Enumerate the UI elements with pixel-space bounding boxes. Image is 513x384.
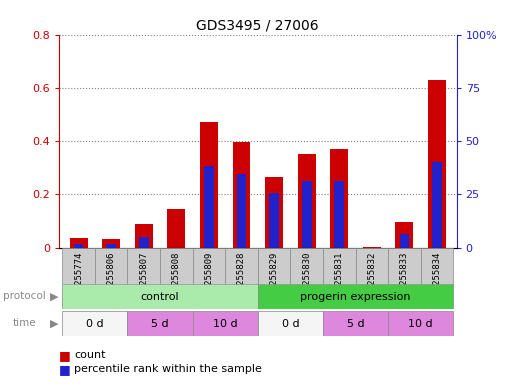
Text: 10 d: 10 d xyxy=(408,318,433,329)
Bar xyxy=(160,248,192,284)
Text: GSM255809: GSM255809 xyxy=(204,252,213,300)
Bar xyxy=(363,247,381,248)
Bar xyxy=(127,311,192,336)
Text: GSM255833: GSM255833 xyxy=(400,252,409,300)
Bar xyxy=(298,154,315,248)
Text: protocol: protocol xyxy=(3,291,45,301)
Bar xyxy=(62,248,95,284)
Text: control: control xyxy=(141,291,180,302)
Bar xyxy=(62,284,258,309)
Text: GSM255807: GSM255807 xyxy=(139,252,148,300)
Text: ■: ■ xyxy=(59,363,71,376)
Text: time: time xyxy=(13,318,36,328)
Bar xyxy=(95,248,127,284)
Text: GSM255774: GSM255774 xyxy=(74,252,83,300)
Bar xyxy=(232,142,250,248)
Bar xyxy=(290,248,323,284)
Bar xyxy=(323,311,388,336)
Text: GSM255829: GSM255829 xyxy=(269,252,279,300)
Text: ▶: ▶ xyxy=(50,318,59,328)
Bar xyxy=(127,248,160,284)
Text: progerin expression: progerin expression xyxy=(300,291,411,302)
Text: count: count xyxy=(74,350,106,360)
Bar xyxy=(236,174,246,248)
Bar xyxy=(70,238,88,248)
Text: 0 d: 0 d xyxy=(282,318,299,329)
Text: 5 d: 5 d xyxy=(347,318,364,329)
Bar xyxy=(258,248,290,284)
Bar xyxy=(192,248,225,284)
Bar xyxy=(204,166,214,248)
Bar xyxy=(302,181,311,248)
Text: ■: ■ xyxy=(59,349,71,362)
Bar xyxy=(200,122,218,248)
Title: GDS3495 / 27006: GDS3495 / 27006 xyxy=(196,18,319,32)
Text: GSM255832: GSM255832 xyxy=(367,252,377,300)
Bar xyxy=(396,222,413,248)
Bar xyxy=(135,224,153,248)
Bar xyxy=(356,248,388,284)
Bar xyxy=(323,248,356,284)
Bar xyxy=(139,237,149,248)
Text: GSM255834: GSM255834 xyxy=(432,252,442,300)
Text: GSM255831: GSM255831 xyxy=(335,252,344,300)
Text: 10 d: 10 d xyxy=(213,318,238,329)
Text: percentile rank within the sample: percentile rank within the sample xyxy=(74,364,262,374)
Bar xyxy=(334,181,344,248)
Text: 5 d: 5 d xyxy=(151,318,169,329)
Text: GSM255830: GSM255830 xyxy=(302,252,311,300)
Bar xyxy=(388,248,421,284)
Bar xyxy=(258,311,323,336)
Text: GSM255828: GSM255828 xyxy=(237,252,246,300)
Text: 0 d: 0 d xyxy=(86,318,104,329)
Bar xyxy=(388,311,453,336)
Bar xyxy=(330,149,348,248)
Bar xyxy=(269,193,279,248)
Text: GSM255806: GSM255806 xyxy=(107,252,115,300)
Bar xyxy=(167,209,185,248)
Bar xyxy=(102,239,120,248)
Bar xyxy=(225,248,258,284)
Bar xyxy=(428,80,446,248)
Bar xyxy=(74,245,84,248)
Bar xyxy=(265,177,283,248)
Bar xyxy=(421,248,453,284)
Bar xyxy=(400,234,409,248)
Bar xyxy=(432,162,442,248)
Bar xyxy=(258,284,453,309)
Bar xyxy=(62,311,127,336)
Bar xyxy=(192,311,258,336)
Bar xyxy=(106,245,116,248)
Text: GSM255808: GSM255808 xyxy=(172,252,181,300)
Text: ▶: ▶ xyxy=(50,291,59,301)
